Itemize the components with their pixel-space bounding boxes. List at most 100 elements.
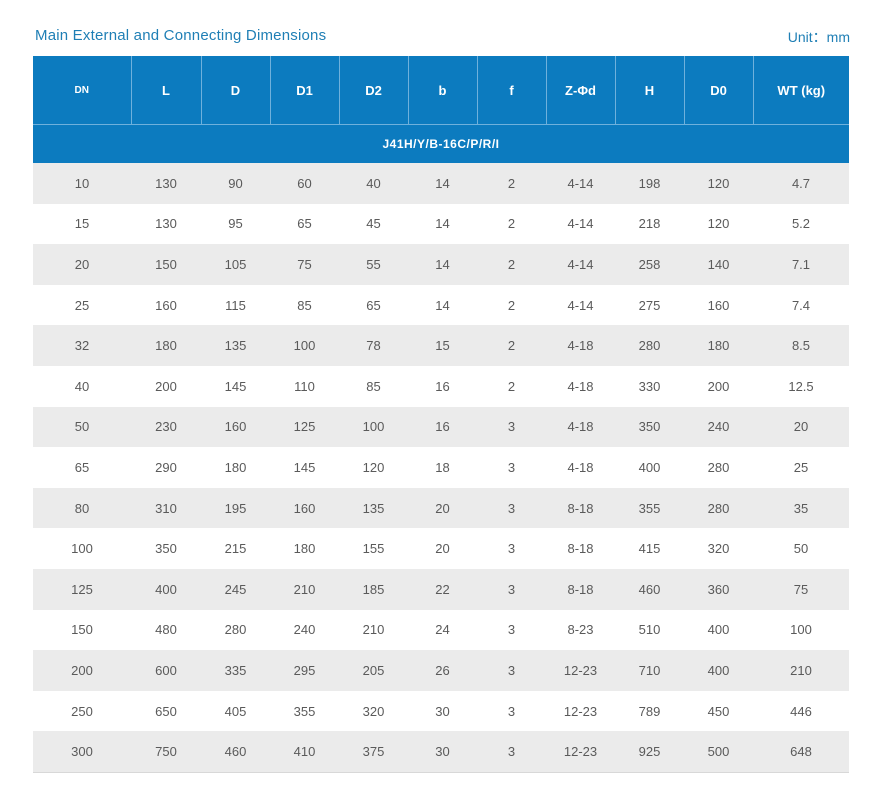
table-cell: 4-18 [546, 325, 615, 366]
table-cell: 4-18 [546, 406, 615, 448]
table-cell: 100 [753, 609, 849, 651]
table-cell: 3 [477, 690, 546, 732]
table-cell: 350 [131, 528, 201, 569]
column-header-l: L [131, 56, 202, 125]
table-cell: 16 [408, 365, 477, 407]
table-cell: 230 [131, 406, 201, 448]
table-cell: 180 [201, 447, 270, 488]
table-cell: 460 [201, 731, 270, 772]
page-title: Main External and Connecting Dimensions [35, 27, 327, 44]
table-cell: 415 [615, 528, 684, 569]
column-header-dn: DN [33, 56, 132, 125]
table-cell: 14 [408, 244, 477, 285]
table-cell: 3 [477, 568, 546, 610]
table-cell: 14 [408, 203, 477, 245]
table-cell: 105 [201, 244, 270, 285]
table-cell: 95 [201, 203, 270, 245]
table-cell: 650 [131, 690, 201, 732]
table-cell: 14 [408, 163, 477, 204]
table-cell: 16 [408, 406, 477, 448]
table-cell: 310 [131, 487, 201, 529]
table-cell: 250 [33, 690, 131, 732]
table-cell: 2 [477, 203, 546, 245]
table-cell: 50 [753, 528, 849, 569]
table-cell: 7.4 [753, 284, 849, 326]
table-cell: 210 [270, 568, 339, 610]
table-cell: 40 [33, 365, 131, 407]
table-cell: 22 [408, 568, 477, 610]
table-cell: 180 [684, 325, 753, 366]
table-cell: 240 [684, 406, 753, 448]
table-cell: 160 [201, 406, 270, 448]
table-cell: 20 [408, 528, 477, 569]
table-cell: 110 [270, 365, 339, 407]
table-cell: 750 [131, 731, 201, 772]
table-cell: 15 [33, 203, 131, 245]
table-row: 300 750 460 410 375 30 3 12-23 925 500 648 [33, 731, 849, 772]
table-cell: 648 [753, 731, 849, 772]
table-cell: 18 [408, 447, 477, 488]
table-cell: 3 [477, 487, 546, 529]
table-cell: 280 [615, 325, 684, 366]
table-cell: 4-18 [546, 447, 615, 488]
table-cell: 135 [339, 487, 408, 529]
table-cell: 75 [270, 244, 339, 285]
table-cell: 185 [339, 568, 408, 610]
table-cell: 155 [339, 528, 408, 569]
table-cell: 5.2 [753, 203, 849, 245]
table-cell: 215 [201, 528, 270, 569]
table-cell: 350 [615, 406, 684, 448]
table-cell: 330 [615, 365, 684, 407]
table-cell: 400 [615, 447, 684, 488]
table-cell: 500 [684, 731, 753, 772]
table-row: 150 480 280 240 210 24 3 8-23 510 400 100 [33, 609, 849, 651]
table-cell: 280 [201, 609, 270, 651]
table-cell: 12-23 [546, 650, 615, 691]
table-cell: 160 [131, 284, 201, 326]
table-cell: 78 [339, 325, 408, 366]
table-row: 40 200 145 110 85 16 2 4-18 330 200 12.5 [33, 365, 849, 407]
table-cell: 65 [33, 447, 131, 488]
table-cell: 8.5 [753, 325, 849, 366]
table-cell: 145 [201, 365, 270, 407]
table-row: 32 180 135 100 78 15 2 4-18 280 180 8.5 [33, 325, 849, 366]
table-cell: 100 [33, 528, 131, 569]
table-cell: 20 [33, 244, 131, 285]
table-cell: 12.5 [753, 365, 849, 407]
column-header-b: b [408, 56, 478, 125]
table-cell: 510 [615, 609, 684, 651]
column-header-d2: D2 [339, 56, 409, 125]
table-cell: 789 [615, 690, 684, 732]
table-cell: 130 [131, 203, 201, 245]
table-row: 80 310 195 160 135 20 3 8-18 355 280 35 [33, 487, 849, 529]
table-cell: 290 [131, 447, 201, 488]
table-row: 100 350 215 180 155 20 3 8-18 415 320 50 [33, 528, 849, 569]
table-cell: 26 [408, 650, 477, 691]
table-cell: 8-18 [546, 568, 615, 610]
table-row: 20 150 105 75 55 14 2 4-14 258 140 7.1 [33, 244, 849, 285]
table-cell: 295 [270, 650, 339, 691]
column-header-z-phi-d: Z-Φd [546, 56, 616, 125]
table-cell: 2 [477, 325, 546, 366]
table-row: 200 600 335 295 205 26 3 12-23 710 400 210 [33, 650, 849, 691]
table-cell: 4-14 [546, 244, 615, 285]
table-cell: 240 [270, 609, 339, 651]
table-cell: 32 [33, 325, 131, 366]
table-cell: 150 [33, 609, 131, 651]
table-cell: 4-14 [546, 163, 615, 204]
table-cell: 30 [408, 731, 477, 772]
table-cell: 180 [131, 325, 201, 366]
table-cell: 135 [201, 325, 270, 366]
model-row: J41H/Y/B-16C/P/R/I [33, 124, 849, 163]
table-cell: 335 [201, 650, 270, 691]
table-cell: 925 [615, 731, 684, 772]
table-cell: 100 [339, 406, 408, 448]
table-cell: 355 [270, 690, 339, 732]
table-cell: 90 [201, 163, 270, 204]
table-cell: 320 [339, 690, 408, 732]
table-cell: 2 [477, 244, 546, 285]
column-header-wt: WT (kg) [753, 56, 849, 125]
table-cell: 24 [408, 609, 477, 651]
table-cell: 360 [684, 568, 753, 610]
table-cell: 80 [33, 487, 131, 529]
